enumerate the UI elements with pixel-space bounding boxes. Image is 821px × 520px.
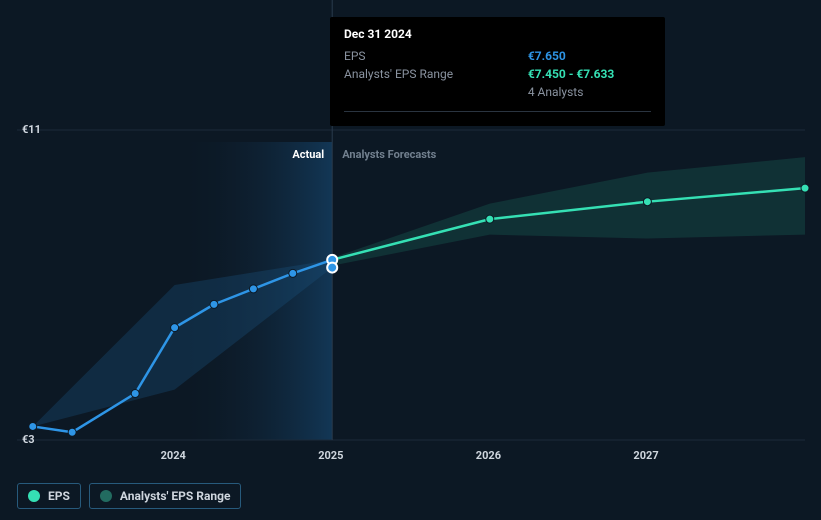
legend: EPS Analysts' EPS Range [17,483,241,509]
tooltip-label-eps: EPS [344,47,528,65]
legend-item-range[interactable]: Analysts' EPS Range [89,483,242,509]
legend-label: Analysts' EPS Range [120,489,231,503]
legend-swatch-icon [100,490,112,502]
legend-label: EPS [48,489,70,503]
section-label-forecasts: Analysts Forecasts [342,148,436,161]
x-tick-label: 2026 [476,449,501,462]
tooltip-row-eps: EPS €7.650 [344,47,651,65]
legend-swatch-icon [28,490,40,502]
tooltip-row-range: Analysts' EPS Range €7.450 - €7.633 [344,65,651,83]
legend-item-eps[interactable]: EPS [17,483,81,509]
x-tick-label: 2027 [633,449,658,462]
tooltip-value-analysts: 4 Analysts [528,83,651,101]
tooltip-value-range: €7.450 - €7.633 [528,65,651,83]
tooltip-row-sub: 4 Analysts [344,83,651,101]
section-label-actual: Actual [292,148,324,161]
y-tick-label: €11 [22,123,41,136]
tooltip-value-eps: €7.650 [528,47,651,65]
y-tick-label: €3 [22,433,35,446]
x-tick-label: 2025 [318,449,343,462]
x-tick-label: 2024 [161,449,186,462]
tooltip: Dec 31 2024 EPS €7.650 Analysts' EPS Ran… [330,17,665,126]
tooltip-divider [344,111,651,112]
tooltip-label-range: Analysts' EPS Range [344,65,528,83]
tooltip-table: EPS €7.650 Analysts' EPS Range €7.450 - … [344,47,651,101]
tooltip-date: Dec 31 2024 [344,27,651,41]
chart-container: €11 €3 2024 2025 2026 2027 Actual Analysts F… [0,0,821,520]
